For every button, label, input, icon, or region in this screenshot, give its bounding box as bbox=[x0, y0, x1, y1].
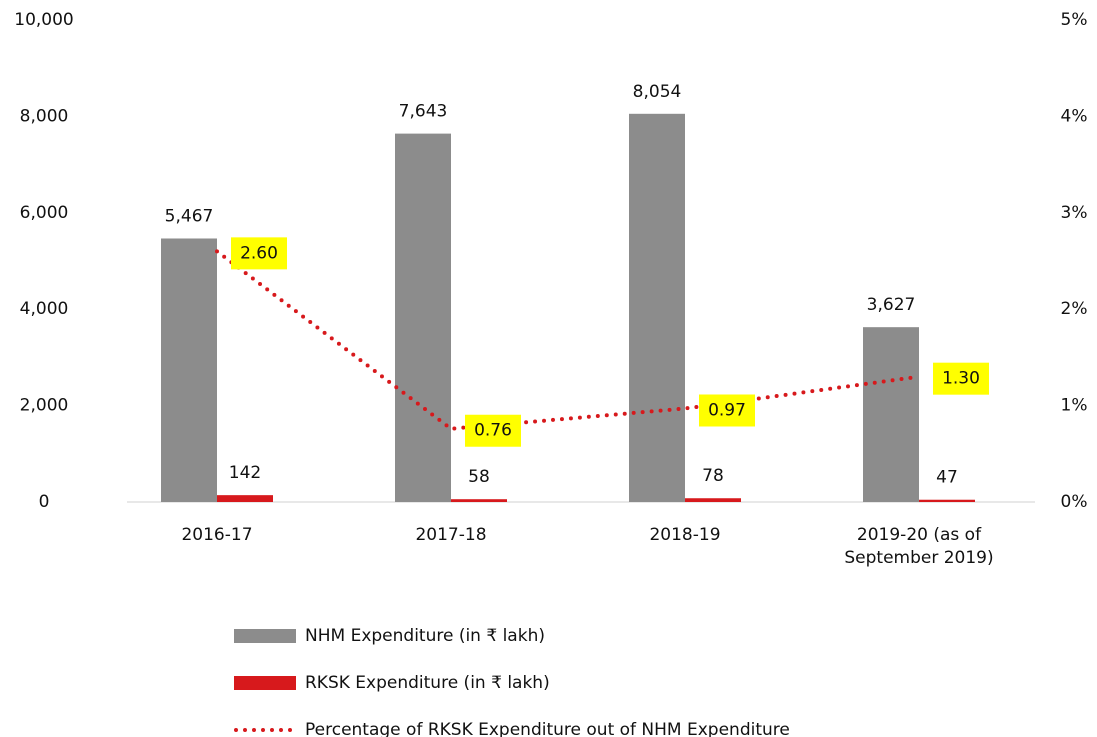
line bbox=[215, 249, 921, 431]
data-label: 7,643 bbox=[399, 102, 448, 122]
y2-tick-label: 2% bbox=[1061, 299, 1088, 319]
data-label: 142 bbox=[229, 463, 261, 483]
data-label: 3,627 bbox=[867, 295, 916, 315]
bar bbox=[395, 133, 451, 502]
legend-label: Percentage of RKSK Expenditure out of NH… bbox=[305, 720, 790, 737]
bar bbox=[217, 495, 273, 502]
data-label-bg bbox=[231, 237, 287, 270]
bar bbox=[685, 498, 741, 502]
data-label-bg bbox=[933, 362, 989, 395]
x-tick-label: 2016-17 bbox=[181, 525, 253, 545]
y2-tick-label: 3% bbox=[1061, 203, 1088, 223]
y-tick-label: 6,000 bbox=[20, 203, 69, 223]
data-label: 58 bbox=[468, 467, 490, 487]
y2-tick-label: 5% bbox=[1061, 10, 1088, 30]
data-label: 47 bbox=[936, 468, 958, 488]
bar bbox=[451, 499, 507, 502]
y-tick-label: 0 bbox=[39, 492, 50, 512]
data-label: 5,467 bbox=[165, 206, 214, 226]
y-tick-label: 2,000 bbox=[20, 396, 69, 416]
legend-swatch bbox=[234, 629, 296, 643]
legend-label: NHM Expenditure (in ₹ lakh) bbox=[305, 626, 545, 646]
bar bbox=[161, 238, 217, 502]
data-label: 0.76 bbox=[474, 421, 512, 441]
y2-tick-label: 1% bbox=[1061, 396, 1088, 416]
x-tick-label: 2019-20 (as of September 2019) bbox=[844, 525, 994, 568]
data-label: 0.97 bbox=[708, 400, 746, 420]
y2-tick-label: 4% bbox=[1061, 106, 1088, 126]
legend-label: RKSK Expenditure (in ₹ lakh) bbox=[305, 673, 550, 693]
data-label: 1.30 bbox=[942, 369, 980, 389]
legend-swatch bbox=[234, 676, 296, 690]
data-label-bg bbox=[465, 414, 521, 447]
x-tick-label: 2017-18 bbox=[415, 525, 487, 545]
data-label: 8,054 bbox=[633, 82, 682, 102]
data-label: 78 bbox=[702, 466, 724, 486]
data-label: 2.60 bbox=[240, 243, 278, 263]
bar bbox=[863, 327, 919, 502]
bar bbox=[629, 113, 685, 502]
y2-tick-label: 0% bbox=[1061, 492, 1088, 512]
x-tick-label: 2018-19 bbox=[649, 525, 721, 545]
data-label-bg bbox=[699, 394, 755, 427]
y-tick-label: 8,000 bbox=[20, 106, 69, 126]
y-tick-label: 4,000 bbox=[20, 299, 69, 319]
y-tick-label: 10,000 bbox=[14, 10, 73, 30]
bar bbox=[919, 499, 975, 502]
